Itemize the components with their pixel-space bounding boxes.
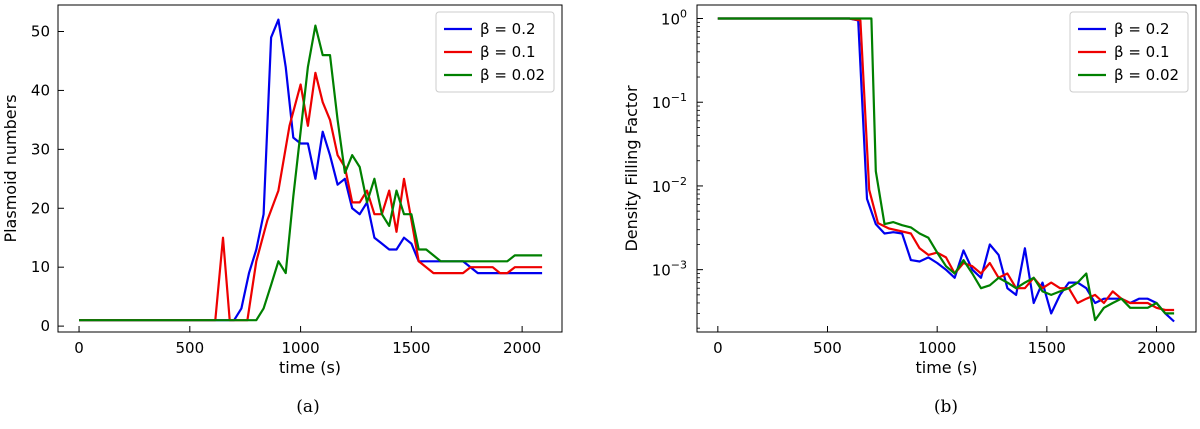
x-tick-label: 500 bbox=[813, 339, 842, 357]
chart-panel-b: 0 500 1000 1500 2000 100 10−1 10−2 10−3 time (s) D… bbox=[622, 4, 1197, 417]
x-tick-label: 0 bbox=[713, 339, 723, 357]
legend-entry: β = 0.1 bbox=[480, 43, 536, 61]
x-tick-label: 1000 bbox=[281, 339, 319, 357]
series-line-0 bbox=[717, 17, 1175, 323]
y-tick-label: 100 bbox=[661, 8, 687, 29]
legend-entry: β = 0.2 bbox=[480, 20, 536, 38]
y-axis-label: Density Filling Factor bbox=[622, 85, 641, 252]
x-tick-label: 2000 bbox=[503, 339, 541, 357]
legend-box bbox=[435, 11, 555, 93]
legend-entry: β = 0.02 bbox=[1114, 66, 1179, 84]
plot-frame bbox=[696, 4, 1197, 333]
x-tick-label: 1500 bbox=[1028, 339, 1066, 357]
x-axis-label: time (s) bbox=[279, 358, 341, 377]
series-line-2 bbox=[79, 24, 543, 322]
y-tick-label: 10−3 bbox=[652, 259, 687, 280]
y-tick-label: 30 bbox=[31, 140, 50, 158]
legend-box bbox=[1069, 11, 1189, 93]
y-tick-label: 10 bbox=[31, 258, 50, 276]
x-tick-label: 1000 bbox=[918, 339, 956, 357]
y-axis-label: Plasmoid numbers bbox=[1, 94, 20, 242]
x-axis-label: time (s) bbox=[915, 358, 977, 377]
x-tick-label: 0 bbox=[74, 339, 84, 357]
x-tick-label: 500 bbox=[175, 339, 204, 357]
plot-frame bbox=[57, 4, 563, 333]
chart-panel-a: 0 500 1000 1500 2000 0 10 20 30 40 50 time (s) Plasm… bbox=[1, 4, 563, 417]
y-tick-label: 0 bbox=[40, 317, 50, 335]
panel-caption: (a) bbox=[296, 397, 319, 417]
y-tick-label: 10−1 bbox=[652, 91, 687, 112]
panel-caption: (b) bbox=[934, 397, 958, 417]
legend-entry: β = 0.02 bbox=[480, 66, 545, 84]
series-line-2 bbox=[717, 17, 1175, 322]
y-tick-label: 50 bbox=[31, 23, 50, 41]
series-line-1 bbox=[717, 17, 1175, 312]
y-tick-label: 20 bbox=[31, 199, 50, 217]
series-line-1 bbox=[79, 71, 543, 322]
legend-entry: β = 0.1 bbox=[1114, 43, 1170, 61]
y-tick-label: 10−2 bbox=[652, 175, 687, 196]
legend-entry: β = 0.2 bbox=[1114, 20, 1170, 38]
series-line-0 bbox=[79, 18, 543, 322]
x-tick-label: 1500 bbox=[392, 339, 430, 357]
y-tick-label: 40 bbox=[31, 81, 50, 99]
x-tick-label: 2000 bbox=[1137, 339, 1175, 357]
